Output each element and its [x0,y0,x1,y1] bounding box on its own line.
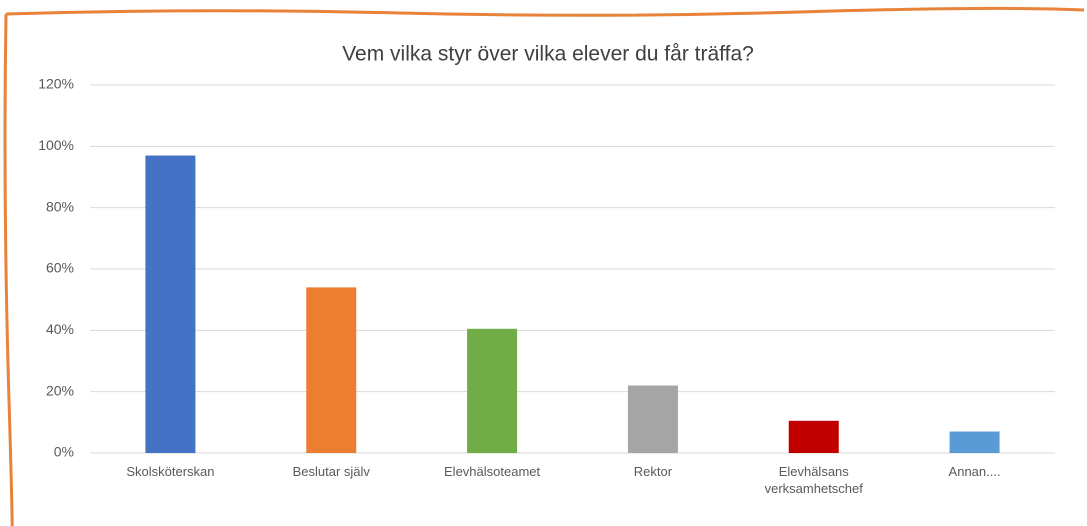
bar [306,287,357,453]
x-tick-label: Elevhälsans verksamhetschef [764,464,863,496]
x-tick-label: Rektor [633,464,673,479]
bar [627,385,678,453]
x-tick-label: Elevhälsoteamet [444,464,541,479]
bar [949,431,1000,453]
bar [467,328,518,453]
x-tick-label: Beslutar själv [292,464,370,479]
bar [788,420,839,453]
y-tick-label: 40% [46,321,74,337]
chart-title: Vem vilka styr över vilka elever du får … [342,43,754,66]
frame [3,6,1085,526]
y-tick-label: 60% [46,260,74,276]
y-tick-label: 120% [38,76,74,92]
bar [145,155,196,454]
y-tick-label: 0% [54,444,74,460]
x-tick-label: Annan.... [948,464,1001,479]
y-tick-label: 20% [46,382,74,398]
y-tick-label: 80% [46,198,74,214]
y-tick-label: 100% [38,137,74,153]
x-tick-label: Skolsköterskan [126,464,215,479]
